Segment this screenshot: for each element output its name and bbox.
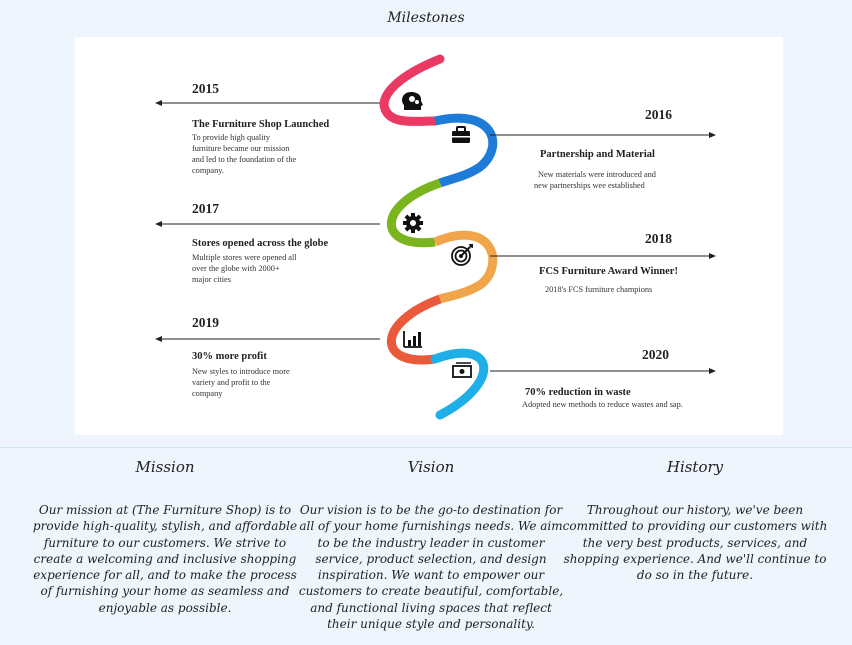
timeline-segment-2016: [433, 113, 498, 188]
arrow-right-2016: [490, 132, 716, 138]
timeline-segment-2015: [379, 54, 445, 126]
milestone-2015-desc-line: To provide high quality: [192, 133, 271, 142]
milestone-2019-desc-line: company: [192, 389, 223, 398]
milestone-2017-desc-line: major cities: [192, 275, 231, 284]
milestone-2015-desc-line: furniture became our mission: [192, 144, 290, 153]
milestone-2016-desc-line: new partnerships wee established: [534, 181, 646, 190]
history-section: History Throughout our history, we've be…: [560, 458, 830, 583]
milestone-2019-title: 30% more profit: [192, 351, 267, 362]
milestone-2015-desc-line: company.: [192, 166, 224, 175]
arrow-left-2019: [155, 336, 380, 342]
milestones-timeline: 2015 The Furniture Shop Launched To prov…: [75, 37, 783, 435]
arrow-right-2020: [490, 368, 716, 374]
milestone-2017-desc-line: Multiple stores were opened all: [192, 253, 297, 262]
section-divider: [0, 447, 852, 448]
timeline-graphic: 2015 The Furniture Shop Launched To prov…: [155, 54, 716, 420]
vision-heading: Vision: [407, 458, 455, 476]
mission-heading: Mission: [135, 458, 195, 476]
milestone-2015-year: 2015: [192, 81, 219, 96]
milestone-2016-year: 2016: [645, 107, 672, 122]
mission-section: Mission Our mission at (The Furniture Sh…: [30, 458, 300, 616]
milestone-2015-title: The Furniture Shop Launched: [192, 119, 329, 130]
milestone-2018-title: FCS Furniture Award Winner!: [539, 266, 678, 277]
milestone-2017-year: 2017: [192, 201, 219, 216]
arrow-left-2017: [155, 221, 380, 227]
mission-text: Our mission at (The Furniture Shop) is t…: [32, 503, 298, 615]
timeline-segment-2020: [430, 348, 489, 420]
bar-chart-icon: [403, 331, 422, 348]
milestone-2018-desc-line: 2018's FCS furniture champions: [545, 285, 652, 294]
timeline-segment-2018: [433, 230, 498, 304]
head-gears-icon: [402, 92, 423, 110]
milestone-2020-desc-line: Adopted new methods to reduce wastes and…: [522, 400, 683, 409]
money-icon: [452, 362, 472, 378]
page-title: Milestones: [387, 10, 465, 26]
milestone-2016-desc-line: New materials were introduced and: [538, 170, 657, 179]
milestone-2019-desc-line: New styles to introduce more: [192, 367, 290, 376]
milestone-2018-year: 2018: [645, 231, 672, 246]
milestone-2017-desc-line: over the globe with 2000+: [192, 264, 280, 273]
vision-text: Our vision is to be the go-to destinatio…: [298, 503, 564, 632]
timeline-segment-2019: [386, 294, 442, 365]
arrow-right-2018: [490, 253, 716, 259]
milestone-2015-desc-line: and led to the foundation of the: [192, 155, 296, 164]
briefcase-icon: [452, 126, 470, 143]
milestone-2020-title: 70% reduction in waste: [525, 387, 631, 398]
history-text: Throughout our history, we've been commi…: [562, 503, 828, 583]
milestone-2019-desc-line: variety and profit to the: [192, 378, 271, 387]
vision-section: Vision Our vision is to be the go-to des…: [296, 458, 566, 632]
milestone-2016-title: Partnership and Material: [540, 149, 655, 160]
timeline-segment-2017: [386, 178, 442, 248]
history-heading: History: [666, 458, 724, 476]
milestone-2020-year: 2020: [642, 347, 669, 362]
milestone-2017-title: Stores opened across the globe: [192, 238, 328, 249]
target-icon: [451, 244, 473, 266]
milestone-2019-year: 2019: [192, 315, 219, 330]
gear-icon: [403, 213, 423, 233]
arrow-left-2015: [155, 100, 380, 106]
